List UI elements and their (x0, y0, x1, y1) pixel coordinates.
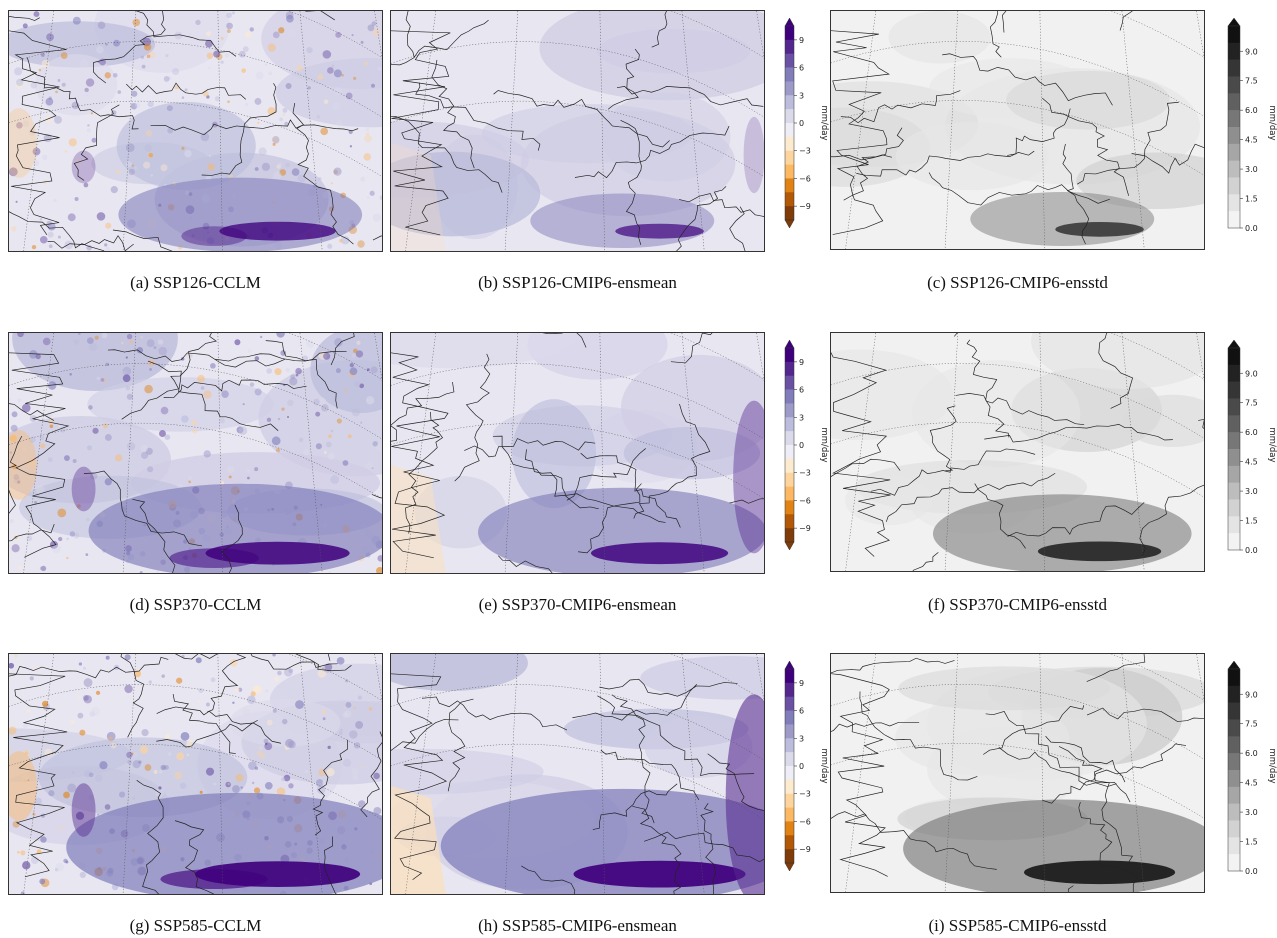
map-panel (8, 332, 383, 574)
colorbar-diff-container: 9 6 3 0 −3 −6 −9 mm/day (784, 17, 834, 248)
panel-caption: (h) SSP585-CMIP6-ensmean (478, 916, 677, 935)
colorbar-tick-label: 6 (799, 386, 804, 395)
panel-caption: (i) SSP585-CMIP6-ensstd (928, 916, 1107, 935)
colorbar-tick-label: 9.0 (1245, 690, 1258, 699)
colorbar-tick-label: 0.0 (1245, 546, 1258, 555)
colorbar-tick-label: 3 (799, 413, 804, 422)
map-panel (390, 653, 765, 895)
map-panel (830, 10, 1205, 250)
colorbar-tick-label: −3 (799, 469, 811, 478)
panel-caption: (e) SSP370-CMIP6-ensmean (478, 595, 677, 614)
colorbar-tick-label: 9 (799, 36, 804, 45)
colorbar-diff: 9 6 3 0 −3 −6 −9 mm/day (784, 660, 829, 872)
colorbar-tick-label: 3.0 (1245, 165, 1258, 174)
colorbar-std: 9.0 7.5 6.0 4.5 3.0 1.5 0.0 mm/day (1227, 339, 1277, 555)
colorbar-tick-label: −3 (799, 790, 811, 799)
colorbar-tick-label: 0 (799, 119, 804, 128)
colorbar-tick-label: 9 (799, 679, 804, 688)
colorbar-unit-label: mm/day (819, 748, 829, 783)
colorbar-tick-label: 3 (799, 91, 804, 100)
colorbar-tick-label: 7.5 (1245, 77, 1258, 86)
colorbar-tick-label: −9 (799, 202, 811, 211)
colorbar-tick-label: 0 (799, 441, 804, 450)
map-panel (390, 10, 765, 252)
panel-caption: (c) SSP126-CMIP6-ensstd (927, 273, 1108, 292)
colorbar-tick-label: 3.0 (1245, 808, 1258, 817)
colorbar-unit-label: mm/day (819, 105, 829, 140)
colorbar-unit-label: mm/day (819, 427, 829, 462)
colorbar-unit-label: mm/day (1267, 105, 1277, 140)
panel-caption: (f) SSP370-CMIP6-ensstd (928, 595, 1107, 614)
colorbar-tick-label: −3 (799, 147, 811, 156)
colorbar-tick-label: 6 (799, 64, 804, 73)
colorbar-tick-label: 4.5 (1245, 779, 1258, 788)
colorbar-std-container: 9.0 7.5 6.0 4.5 3.0 1.5 0.0 mm/day (1227, 17, 1277, 248)
colorbar-tick-label: 9 (799, 358, 804, 367)
colorbar-tick-label: 9.0 (1245, 47, 1258, 56)
colorbar-tick-label: 6 (799, 707, 804, 716)
colorbar-tick-label: −6 (799, 174, 811, 183)
colorbar-tick-label: 3 (799, 734, 804, 743)
map-panel (830, 332, 1205, 572)
colorbar-tick-label: 6.0 (1245, 106, 1258, 115)
colorbar-diff-container: 9 6 3 0 −3 −6 −9 mm/day (784, 660, 834, 891)
colorbar-diff: 9 6 3 0 −3 −6 −9 mm/day (784, 339, 829, 551)
panel-caption: (b) SSP126-CMIP6-ensmean (478, 273, 677, 292)
colorbar-unit-label: mm/day (1267, 748, 1277, 783)
colorbar-tick-label: 0.0 (1245, 224, 1258, 233)
map-panel (8, 10, 383, 252)
colorbar-tick-label: 0 (799, 762, 804, 771)
colorbar-tick-label: 0.0 (1245, 867, 1258, 876)
colorbar-tick-label: 6.0 (1245, 749, 1258, 758)
colorbar-std-container: 9.0 7.5 6.0 4.5 3.0 1.5 0.0 mm/day (1227, 339, 1277, 570)
colorbar-tick-label: 1.5 (1245, 838, 1258, 847)
colorbar-std: 9.0 7.5 6.0 4.5 3.0 1.5 0.0 mm/day (1227, 660, 1277, 876)
colorbar-tick-label: 7.5 (1245, 399, 1258, 408)
colorbar-unit-label: mm/day (1267, 427, 1277, 462)
colorbar-tick-label: −6 (799, 496, 811, 505)
colorbar-tick-label: −6 (799, 817, 811, 826)
colorbar-tick-label: 9.0 (1245, 369, 1258, 378)
colorbar-diff: 9 6 3 0 −3 −6 −9 mm/day (784, 17, 829, 229)
colorbar-tick-label: 4.5 (1245, 136, 1258, 145)
colorbar-std-container: 9.0 7.5 6.0 4.5 3.0 1.5 0.0 mm/day (1227, 660, 1277, 891)
colorbar-tick-label: 7.5 (1245, 720, 1258, 729)
map-panel (8, 653, 383, 895)
panel-caption: (a) SSP126-CCLM (130, 273, 261, 292)
panel-caption: (g) SSP585-CCLM (129, 916, 262, 935)
colorbar-tick-label: −9 (799, 845, 811, 854)
map-panel (830, 653, 1205, 893)
colorbar-std: 9.0 7.5 6.0 4.5 3.0 1.5 0.0 mm/day (1227, 17, 1277, 233)
colorbar-tick-label: 6.0 (1245, 428, 1258, 437)
colorbar-tick-label: 1.5 (1245, 517, 1258, 526)
colorbar-tick-label: 3.0 (1245, 487, 1258, 496)
colorbar-tick-label: 1.5 (1245, 195, 1258, 204)
colorbar-tick-label: −9 (799, 524, 811, 533)
colorbar-diff-container: 9 6 3 0 −3 −6 −9 mm/day (784, 339, 834, 570)
colorbar-tick-label: 4.5 (1245, 458, 1258, 467)
panel-caption: (d) SSP370-CCLM (129, 595, 262, 614)
map-panel (390, 332, 765, 574)
